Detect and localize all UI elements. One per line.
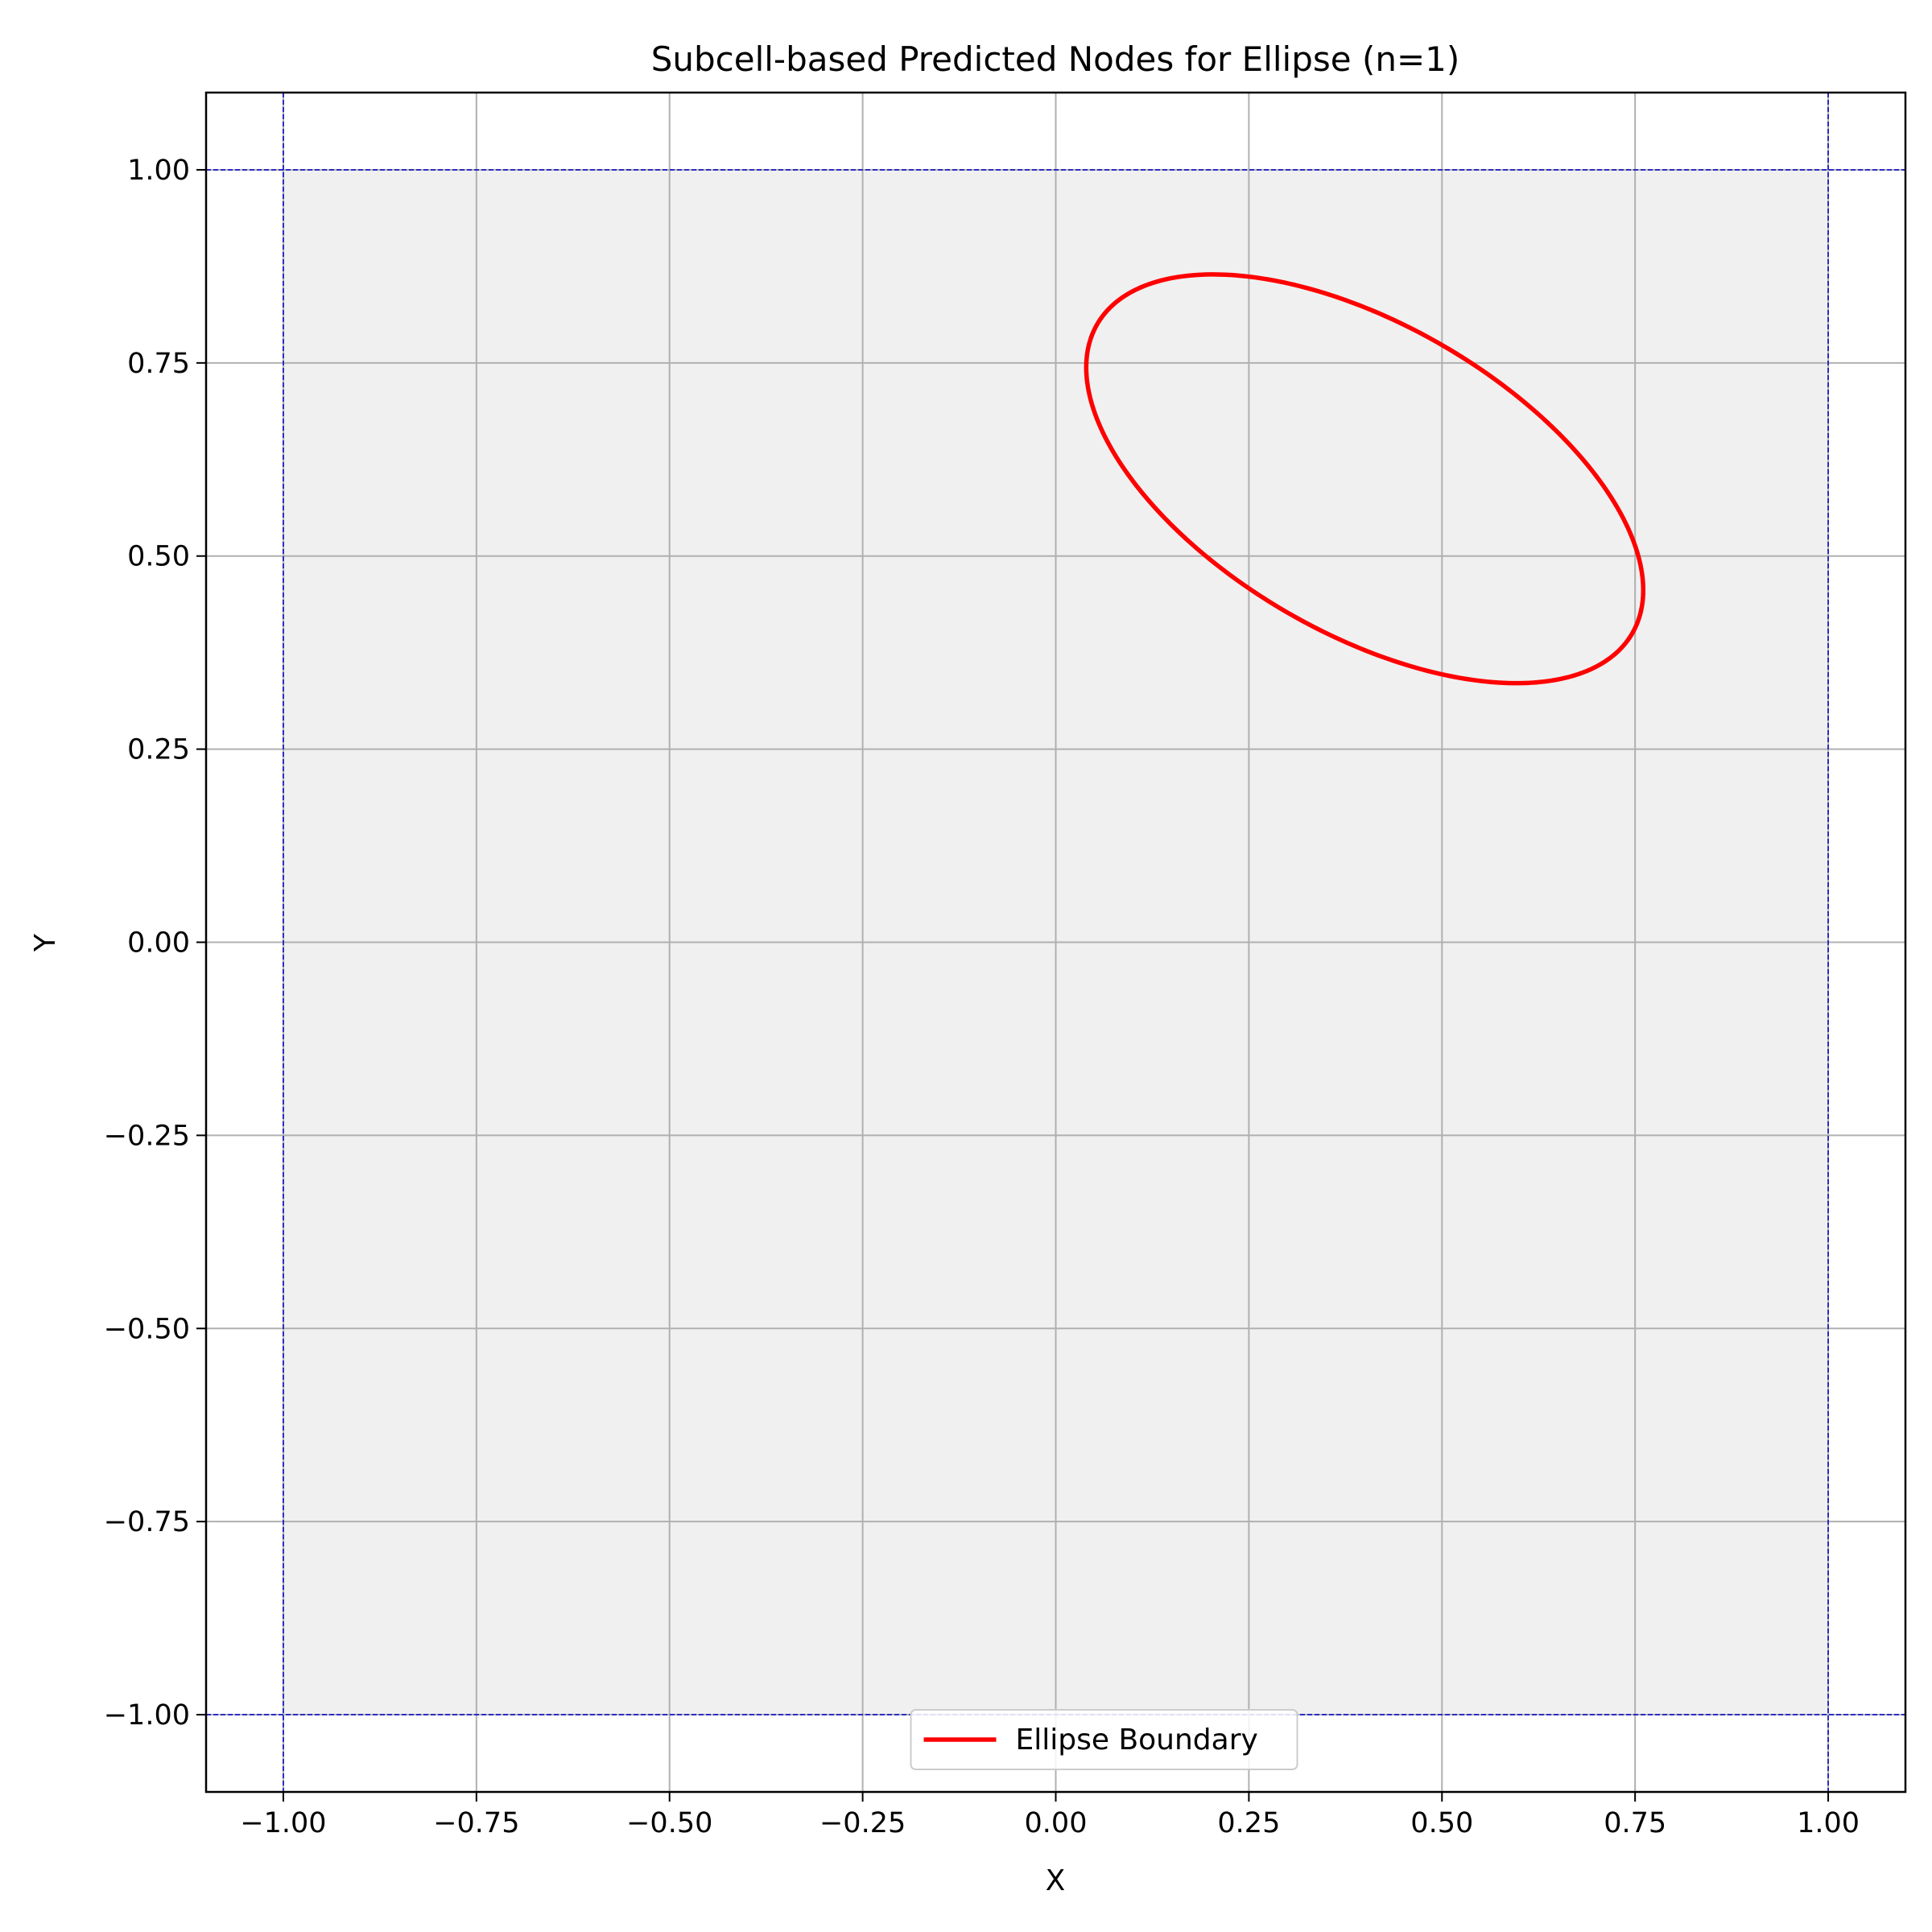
y-tick-label-7: 0.75 (127, 348, 190, 380)
y-axis-title: Y (29, 933, 62, 952)
y-tick-label-4: 0.00 (127, 927, 190, 960)
x-tick-label-2: −0.50 (626, 1807, 712, 1839)
y-tick-label-1: −0.75 (104, 1506, 190, 1538)
y-tick-label-0: −1.00 (104, 1699, 190, 1732)
y-tick-label-5: 0.25 (127, 734, 190, 766)
chart-title: Subcell-based Predicted Nodes for Ellips… (651, 39, 1460, 79)
y-tick-label-8: 1.00 (127, 155, 190, 187)
x-tick-label-7: 0.75 (1604, 1807, 1666, 1839)
x-tick-label-3: −0.25 (819, 1807, 906, 1839)
y-tick-label-6: 0.50 (127, 541, 190, 573)
legend-box (910, 1709, 1298, 1770)
plot-area: −1.00 −0.75 −0.50 −0.25 0.00 0.25 0.50 0.75 1.00… (104, 91, 1907, 1839)
x-tick-label-0: −1.00 (240, 1807, 326, 1839)
legend-label-ellipse-boundary: Ellipse Boundary (1016, 1724, 1258, 1757)
y-tick-label-2: −0.50 (104, 1313, 190, 1345)
x-axis-title: X (1046, 1864, 1066, 1897)
series-line-ellipse-boundary (1084, 272, 1646, 686)
x-tick-label-1: −0.75 (433, 1807, 519, 1839)
y-tick-label-3: −0.25 (104, 1120, 190, 1152)
x-tick-label-6: 0.50 (1410, 1807, 1473, 1839)
x-tick-label-4: 0.00 (1025, 1807, 1088, 1839)
x-tick-label-8: 1.00 (1797, 1807, 1860, 1839)
x-tick-label-5: 0.25 (1217, 1807, 1280, 1839)
